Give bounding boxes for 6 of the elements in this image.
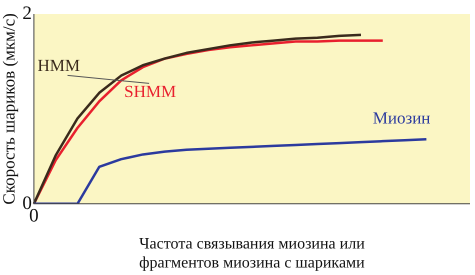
y-tick-label: 2 <box>22 2 32 24</box>
series-label: Миозин <box>372 108 430 128</box>
series-label: HMM <box>38 56 80 75</box>
y-axis-title: Скорость шариков (мкм/с) <box>0 13 19 205</box>
x-axis-title: Частота связывания миозина или фрагментов миозина с шариками <box>139 235 366 272</box>
series-label: SHMM <box>124 82 176 101</box>
